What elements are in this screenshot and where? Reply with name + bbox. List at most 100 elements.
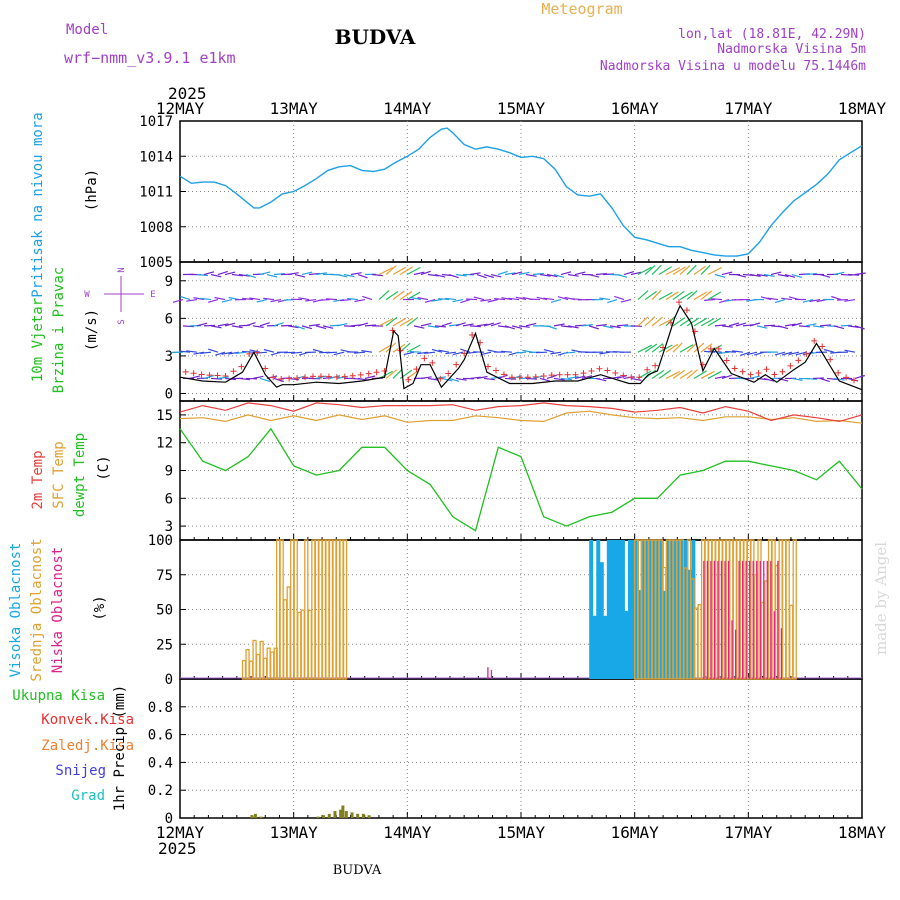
- wind-arrow-icon: [781, 351, 793, 356]
- compass-rose-icon: W E N S: [84, 267, 155, 324]
- mid-cloud-label: Srednja Oblacnost: [29, 538, 45, 681]
- wind-arrow-icon: [665, 291, 679, 301]
- wind-arrow-icon: [392, 368, 403, 379]
- y-tick-label: 0.8: [148, 700, 173, 716]
- wind-arrow-icon: [515, 296, 527, 301]
- wind-arrow-icon: [777, 325, 789, 330]
- wind-arrow-icon: [700, 264, 711, 275]
- wind-arrow-icon: [637, 290, 649, 301]
- wind-arrow-icon: [231, 273, 243, 277]
- wind-arrow-icon: [665, 343, 679, 353]
- wind-arrow-icon: [357, 273, 368, 279]
- wind-arrow-icon: [501, 297, 513, 301]
- wind-arrow-icon: [686, 369, 698, 379]
- y-tick-label: 0.2: [148, 783, 173, 799]
- wind-gust-mark: [811, 337, 818, 344]
- wind-arrow-icon: [693, 265, 706, 276]
- wind-arrow-icon: [445, 297, 457, 301]
- wind-arrow-icon: [665, 370, 681, 379]
- wind-arrow-icon: [343, 273, 355, 278]
- wind-arrow-icon: [242, 350, 254, 353]
- wind-arrow-icon: [749, 273, 761, 277]
- wind-gust-mark: [556, 371, 563, 378]
- wind-arrow-icon: [200, 297, 212, 301]
- wind-gust-mark: [317, 373, 324, 380]
- precip-bar: [361, 813, 365, 818]
- mid-cloud-bar: [792, 539, 797, 680]
- wind-gust-mark: [270, 374, 277, 381]
- wind-arrow-icon: [413, 271, 425, 276]
- high-cloud-bar: [638, 590, 643, 679]
- wind-arrow-icon: [525, 273, 537, 277]
- wind-arrow-icon: [774, 298, 786, 304]
- wind-arrow-icon: [774, 351, 786, 356]
- wind-arrow-icon: [399, 369, 413, 379]
- high-cloud-bar: [617, 540, 622, 679]
- wind-arrow-icon: [819, 324, 831, 327]
- wind-arrow-icon: [273, 322, 284, 327]
- wind-gust-mark: [771, 371, 778, 378]
- wind-arrow-icon: [616, 324, 628, 327]
- wind-arrow-icon: [672, 342, 683, 353]
- wind-arrow-icon: [714, 375, 726, 380]
- wind-arrow-icon: [574, 375, 586, 380]
- station-title: BUDVA: [335, 25, 416, 49]
- wind-arrow-icon: [245, 273, 256, 279]
- wind-arrow-icon: [403, 351, 415, 356]
- wind-arrow-icon: [840, 324, 852, 327]
- wind-arrow-icon: [413, 325, 425, 329]
- wind-gust-mark: [206, 372, 213, 379]
- wind-arrow-icon: [791, 322, 803, 327]
- wind-arrow-icon: [445, 351, 457, 355]
- wind-arrow-icon: [378, 267, 394, 276]
- high-cloud-bar: [620, 540, 625, 679]
- wind-gust-mark: [572, 371, 579, 378]
- wind-gust-mark: [262, 365, 269, 372]
- high-cloud-bar: [592, 615, 597, 679]
- wind-gust-mark: [747, 371, 754, 378]
- wind-arrow-icon: [294, 325, 305, 330]
- y-tick-label: 6: [165, 311, 173, 327]
- wind-arrow-icon: [427, 325, 439, 329]
- day-label-top: 12MAY: [156, 99, 205, 118]
- mid-cloud-bar: [785, 539, 790, 680]
- wind-arrow-icon: [438, 349, 450, 353]
- wind-arrow-icon: [263, 297, 275, 301]
- wind-arrow-icon: [854, 325, 865, 330]
- wind-arrow-icon: [700, 370, 715, 379]
- wind-arrow-icon: [434, 273, 446, 278]
- precip-bar: [350, 812, 354, 818]
- high-cloud-bar: [649, 540, 654, 679]
- wind-gust-mark: [715, 345, 722, 352]
- wind-gust-mark: [500, 371, 507, 378]
- y-tick-label: 0: [165, 386, 173, 402]
- wind-arrow-icon: [238, 273, 250, 277]
- wind-arrow-icon: [441, 377, 453, 382]
- svg-text:E: E: [150, 290, 155, 300]
- wind-arrow-icon: [686, 317, 700, 327]
- wind-arrow-icon: [536, 296, 548, 301]
- wind-gust-mark: [302, 374, 309, 381]
- wind-arrow-icon: [614, 295, 625, 301]
- wind-gust-mark: [445, 370, 452, 377]
- precip-bar: [339, 809, 343, 818]
- wind-arrow-icon: [273, 377, 284, 383]
- wind-arrow-icon: [361, 350, 373, 353]
- wind-arrow-icon: [434, 325, 446, 328]
- wind-arrow-icon: [273, 273, 285, 276]
- wind-arrow-icon: [515, 351, 527, 354]
- wind-arrow-icon: [438, 298, 450, 301]
- precip-bar: [344, 811, 348, 818]
- wind-gust-mark: [755, 369, 762, 376]
- wind-gust-mark: [508, 374, 515, 381]
- wind-arrow-icon: [172, 298, 184, 303]
- high-cloud-bar: [659, 540, 664, 679]
- wind-arrow-icon: [658, 266, 672, 276]
- wind-arrow-icon: [651, 316, 663, 327]
- wind-arrow-icon: [805, 377, 817, 380]
- wind-gust-mark: [596, 365, 603, 372]
- wind-arrow-icon: [819, 273, 831, 278]
- wind-gust-mark: [286, 375, 293, 382]
- wind-gust-mark: [333, 374, 340, 381]
- wind-arrow-icon: [658, 318, 673, 327]
